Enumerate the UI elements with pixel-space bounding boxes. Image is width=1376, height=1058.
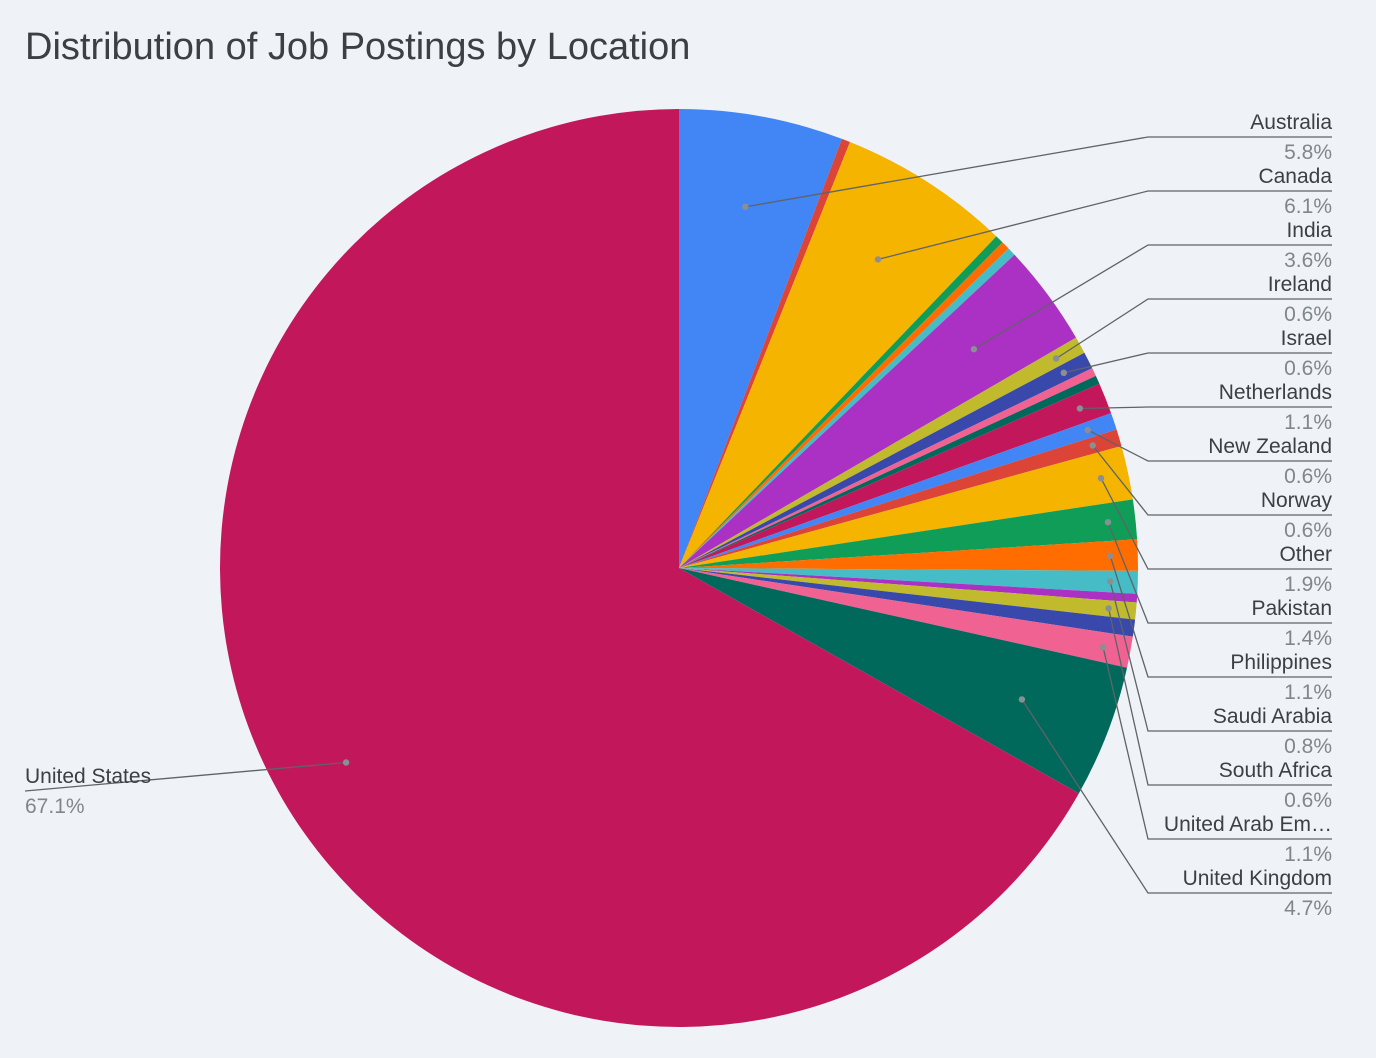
slice-value-norway: 0.6% <box>1284 519 1332 542</box>
slice-label-philippines: Philippines <box>1230 651 1332 674</box>
pie-slice-south-africa[interactable] <box>679 568 1137 620</box>
leader-line <box>1063 352 1332 374</box>
leader-dot <box>742 203 749 210</box>
pie-slices <box>220 109 1138 1028</box>
slice-value-canada: 6.1% <box>1284 195 1332 218</box>
pie-slice-netherlands[interactable] <box>679 383 1112 568</box>
slice-value-philippines: 1.1% <box>1284 681 1332 704</box>
leader-dot <box>1018 696 1026 703</box>
leader-line <box>1021 699 1332 894</box>
leader-dot <box>1104 519 1112 526</box>
pie-slice-canada[interactable] <box>679 142 997 569</box>
slice-label-netherlands: Netherlands <box>1219 381 1332 404</box>
pie-slice-unlabeled-5[interactable] <box>679 248 1015 568</box>
leader-dot <box>1099 644 1107 651</box>
pie-labels: Australia 5.8%Canada 6.1%India 3.6%Ireland 0… <box>25 111 1332 920</box>
pie-slice-philippines[interactable] <box>679 539 1138 571</box>
slice-value-united-kingdom: 4.7% <box>1284 897 1332 920</box>
slice-label-united-arab-em: United Arab Em… <box>1164 813 1332 836</box>
slice-label-saudi-arabia: Saudi Arabia <box>1213 705 1332 728</box>
leader-line <box>1102 647 1332 840</box>
leader-line <box>1107 521 1332 624</box>
slice-value-israel: 0.6% <box>1284 357 1332 380</box>
leader-line <box>973 244 1332 350</box>
pie-slice-ireland[interactable] <box>679 337 1085 568</box>
leader-line <box>1109 581 1332 732</box>
leader-dot <box>1089 442 1096 449</box>
leader-dot <box>1097 475 1105 482</box>
slice-value-new-zealand: 0.6% <box>1284 465 1332 488</box>
leader-dot <box>1107 578 1114 585</box>
leader-dot <box>1107 552 1114 560</box>
leader-line <box>1100 477 1332 570</box>
slice-value-australia: 5.8% <box>1284 141 1332 164</box>
pie-slice-norway[interactable] <box>679 429 1122 568</box>
slice-value-saudi-arabia: 0.8% <box>1284 735 1332 758</box>
pie-slice-new-zealand[interactable] <box>679 413 1117 568</box>
pie-slice-unlabeled-3[interactable] <box>679 236 1003 568</box>
slice-value-united-arab-em: 1.1% <box>1284 843 1332 866</box>
pie-slice-israel[interactable] <box>679 352 1093 568</box>
leader-dot <box>1084 426 1092 434</box>
slice-label-united-kingdom: United Kingdom <box>1183 867 1332 890</box>
slice-label-israel: Israel <box>1281 327 1332 350</box>
chart-title: Distribution of Job Postings by Location <box>25 26 691 68</box>
slice-label-united-states: United States <box>25 765 151 788</box>
slice-value-south-africa: 0.6% <box>1284 789 1332 812</box>
pie-slice-other[interactable] <box>679 445 1133 568</box>
slice-label-south-africa: South Africa <box>1219 759 1333 782</box>
pie-slice-pakistan[interactable] <box>679 499 1138 568</box>
slice-value-united-states: 67.1% <box>25 795 85 818</box>
slice-label-canada: Canada <box>1258 165 1332 188</box>
leader-line <box>1055 298 1332 360</box>
pie-leader-lines <box>24 136 1332 894</box>
pie-slice-unlabeled-10[interactable] <box>679 375 1100 568</box>
leader-dot <box>342 759 350 766</box>
leader-line <box>1079 406 1332 410</box>
slice-value-other: 1.9% <box>1284 573 1332 596</box>
leader-dot <box>874 256 882 263</box>
leader-dot <box>1076 405 1084 412</box>
pie-slice-australia[interactable] <box>679 109 842 568</box>
slice-value-netherlands: 1.1% <box>1284 411 1332 434</box>
slice-label-norway: Norway <box>1261 489 1333 512</box>
slice-value-pakistan: 1.4% <box>1284 627 1332 650</box>
slice-label-ireland: Ireland <box>1268 273 1332 296</box>
pie-slice-united-kingdom[interactable] <box>679 568 1128 794</box>
pie-slice-unlabeled-4[interactable] <box>679 242 1009 569</box>
leader-line <box>1087 429 1332 462</box>
pie-slice-unlabeled-18[interactable] <box>679 568 1138 603</box>
leader-dot <box>1060 369 1068 376</box>
slice-label-australia: Australia <box>1250 111 1332 134</box>
slice-label-pakistan: Pakistan <box>1251 597 1332 620</box>
pie-slice-saudi-arabia[interactable] <box>679 568 1138 594</box>
slice-label-other: Other <box>1279 543 1332 566</box>
leader-dot <box>1105 605 1112 612</box>
leader-line <box>1107 608 1332 786</box>
slice-value-india: 3.6% <box>1284 249 1332 272</box>
pie-slice-unlabeled-20[interactable] <box>679 568 1136 637</box>
slice-value-ireland: 0.6% <box>1284 303 1332 326</box>
slice-label-india: India <box>1286 219 1332 242</box>
leader-line <box>877 190 1332 261</box>
leader-line <box>745 136 1332 208</box>
leader-dot <box>1053 355 1060 362</box>
leader-line <box>24 761 347 792</box>
slice-label-new-zealand: New Zealand <box>1208 435 1332 458</box>
leader-line <box>1109 555 1332 678</box>
pie-slice-united-states[interactable] <box>220 109 1079 1028</box>
pie-slice-unlabeled-9[interactable] <box>679 368 1096 568</box>
pie-slice-united-arab-em[interactable] <box>679 568 1133 668</box>
pie-slice-india[interactable] <box>679 254 1077 569</box>
leader-line <box>1092 445 1332 516</box>
pie-slice-unlabeled-1[interactable] <box>679 138 850 568</box>
leader-dot <box>970 346 978 353</box>
